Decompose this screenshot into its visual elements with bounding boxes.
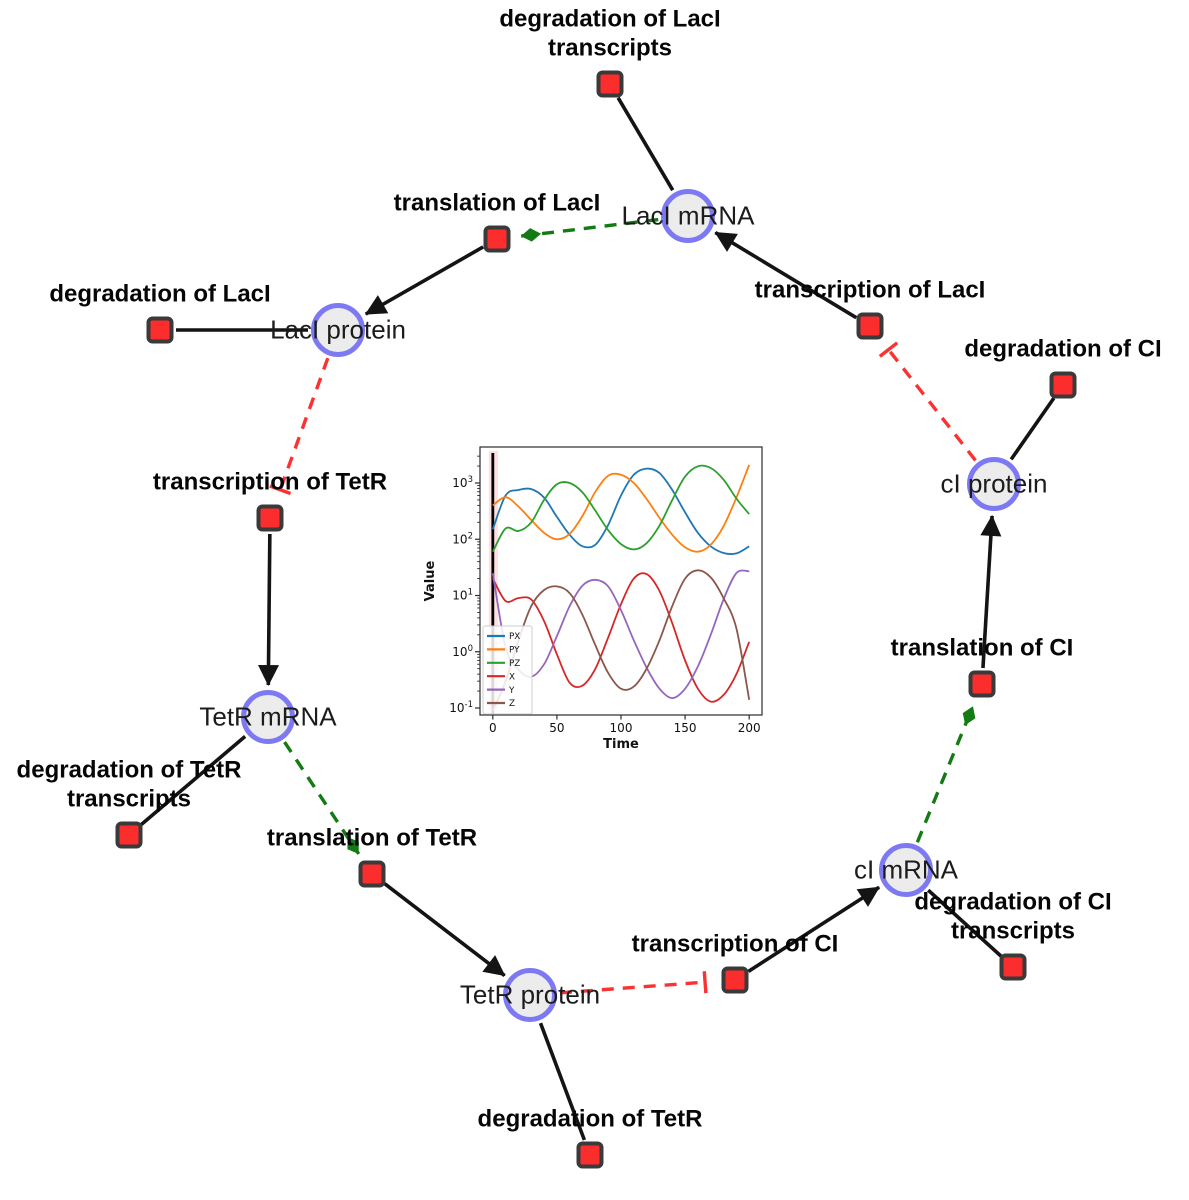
reaction-label-degradation-of-ci: degradation of CI bbox=[964, 335, 1162, 363]
edge-consumption-ci_mrna-deg_ci_tx bbox=[927, 888, 1003, 958]
reaction-label-translation-of-tetr: translation of TetR bbox=[266, 824, 478, 852]
svg-text:150: 150 bbox=[674, 721, 697, 735]
species-label-ci-mrna: cI mRNA bbox=[854, 854, 958, 885]
svg-text:101: 101 bbox=[452, 588, 473, 603]
legend-entry-PX: PX bbox=[509, 632, 520, 642]
species-label-tetr-mrna: TetR mRNA bbox=[199, 701, 337, 732]
series-PY bbox=[492, 464, 751, 553]
inhibition-tbar-transcription_tetr bbox=[269, 484, 292, 496]
edge-inhibition-ci_protein-transcription_laci bbox=[887, 348, 977, 462]
embedded-simulation-plot: 0 50 100 150 200 10-1 100 101 102 103 Time Value PX P… bbox=[420, 438, 772, 760]
inhibition-tbar-transcription_ci bbox=[702, 971, 708, 994]
edge-modifier-ci_mrna-translation_ci bbox=[915, 705, 976, 843]
svg-text:0: 0 bbox=[489, 721, 497, 735]
reaction-node-degradation-of-laci-transcripts[interactable] bbox=[596, 70, 624, 98]
reaction-node-degradation-of-ci[interactable] bbox=[1049, 371, 1077, 399]
reaction-node-degradation-of-ci-transcripts[interactable] bbox=[999, 953, 1027, 981]
reaction-label-transcription-of-tetr: transcription of TetR bbox=[152, 468, 388, 496]
edge-production-translation_tetr-tetr_protein bbox=[383, 882, 506, 977]
svg-text:102: 102 bbox=[452, 531, 473, 546]
svg-text:200: 200 bbox=[738, 721, 761, 735]
edge-production-transcription_laci-laci_mrna bbox=[714, 231, 858, 320]
species-label-tetr-protein: TetR protein bbox=[459, 979, 601, 1010]
reaction-label-translation-of-laci: translation of LacI bbox=[393, 189, 601, 217]
x-axis-label: Time bbox=[603, 737, 639, 752]
reaction-label-degradation-of-tetr-transcripts: degradation of TetR transcripts bbox=[16, 756, 242, 813]
edge-modifier-laci_mrna-translation_laci bbox=[520, 217, 659, 242]
reaction-label-transcription-of-laci: transcription of LacI bbox=[754, 276, 986, 304]
edge-consumption-tetr_mrna-deg_tetr_tx bbox=[140, 735, 247, 827]
species-label-laci-protein: LacI protein bbox=[270, 314, 406, 345]
svg-text:103: 103 bbox=[452, 475, 473, 490]
edge-consumption-laci_mrna-deg_laci_tx bbox=[616, 96, 675, 192]
svg-text:100: 100 bbox=[610, 721, 633, 735]
legend-entry-X: X bbox=[509, 672, 515, 682]
species-node-tetr-mrna[interactable] bbox=[241, 690, 295, 744]
species-node-ci-mrna[interactable] bbox=[879, 843, 933, 897]
reaction-node-translation-of-laci[interactable] bbox=[483, 225, 511, 253]
svg-text:10-1: 10-1 bbox=[449, 700, 473, 715]
edge-inhibition-laci_protein-transcription_tetr bbox=[278, 357, 330, 491]
reaction-label-degradation-of-tetr: degradation of TetR bbox=[477, 1105, 703, 1133]
reaction-node-transcription-of-ci[interactable] bbox=[721, 966, 749, 994]
reaction-node-translation-of-tetr[interactable] bbox=[358, 860, 386, 888]
legend-box bbox=[482, 625, 533, 715]
series-PX bbox=[491, 467, 750, 555]
reaction-node-translation-of-ci[interactable] bbox=[968, 670, 996, 698]
edge-consumption-ci_protein-deg_ci bbox=[1009, 397, 1056, 461]
edge-production-transcription_ci-ci_mrna bbox=[747, 885, 881, 973]
series-Z bbox=[491, 569, 751, 711]
species-node-laci-protein[interactable] bbox=[311, 303, 365, 357]
edge-inhibition-tetr_protein-transcription_ci bbox=[559, 980, 706, 995]
legend-entry-Y: Y bbox=[508, 686, 515, 696]
edge-production-translation_laci-laci_protein bbox=[364, 245, 485, 316]
reaction-label-degradation-of-ci-transcripts: degradation of CI transcripts bbox=[914, 888, 1112, 945]
species-node-tetr-protein[interactable] bbox=[503, 968, 557, 1022]
time-series-chart: 0 50 100 150 200 10-1 100 101 102 103 Time Value PX P… bbox=[423, 446, 763, 752]
edge-production-translation_ci-ci_protein bbox=[980, 514, 1002, 669]
reaction-node-degradation-of-tetr[interactable] bbox=[576, 1141, 604, 1169]
reaction-node-degradation-of-laci[interactable] bbox=[146, 316, 174, 344]
species-node-ci-protein[interactable] bbox=[967, 457, 1021, 511]
reaction-label-translation-of-ci: translation of CI bbox=[890, 634, 1074, 662]
series-PZ bbox=[492, 464, 750, 553]
reaction-node-degradation-of-tetr-transcripts[interactable] bbox=[115, 821, 143, 849]
series-X bbox=[492, 572, 751, 703]
species-label-laci-mrna: LacI mRNA bbox=[621, 200, 755, 231]
reaction-label-degradation-of-laci: degradation of LacI bbox=[49, 280, 271, 308]
reaction-label-transcription-of-ci: transcription of CI bbox=[631, 930, 839, 958]
legend-entry-PY: PY bbox=[509, 646, 520, 656]
reaction-node-transcription-of-tetr[interactable] bbox=[256, 504, 284, 532]
series-Y bbox=[491, 569, 750, 700]
edge-modifier-tetr_mrna-translation_tetr bbox=[283, 741, 361, 855]
species-node-laci-mrna[interactable] bbox=[661, 189, 715, 243]
edge-consumption-tetr_protein-deg_tetr bbox=[538, 1022, 587, 1141]
edge-production-transcription_tetr-tetr_mrna bbox=[258, 533, 280, 687]
species-label-ci-protein: cI protein bbox=[940, 468, 1048, 499]
svg-text:50: 50 bbox=[549, 721, 564, 735]
reaction-label-degradation-of-laci-transcripts: degradation of LacI transcripts bbox=[499, 5, 721, 62]
svg-text:100: 100 bbox=[452, 644, 473, 659]
legend-entry-Z: Z bbox=[509, 699, 515, 709]
reaction-node-transcription-of-laci[interactable] bbox=[856, 312, 884, 340]
y-axis-label: Value bbox=[423, 560, 438, 601]
inhibition-tbar-transcription_laci bbox=[878, 341, 899, 358]
legend-entry-PZ: PZ bbox=[509, 659, 520, 669]
